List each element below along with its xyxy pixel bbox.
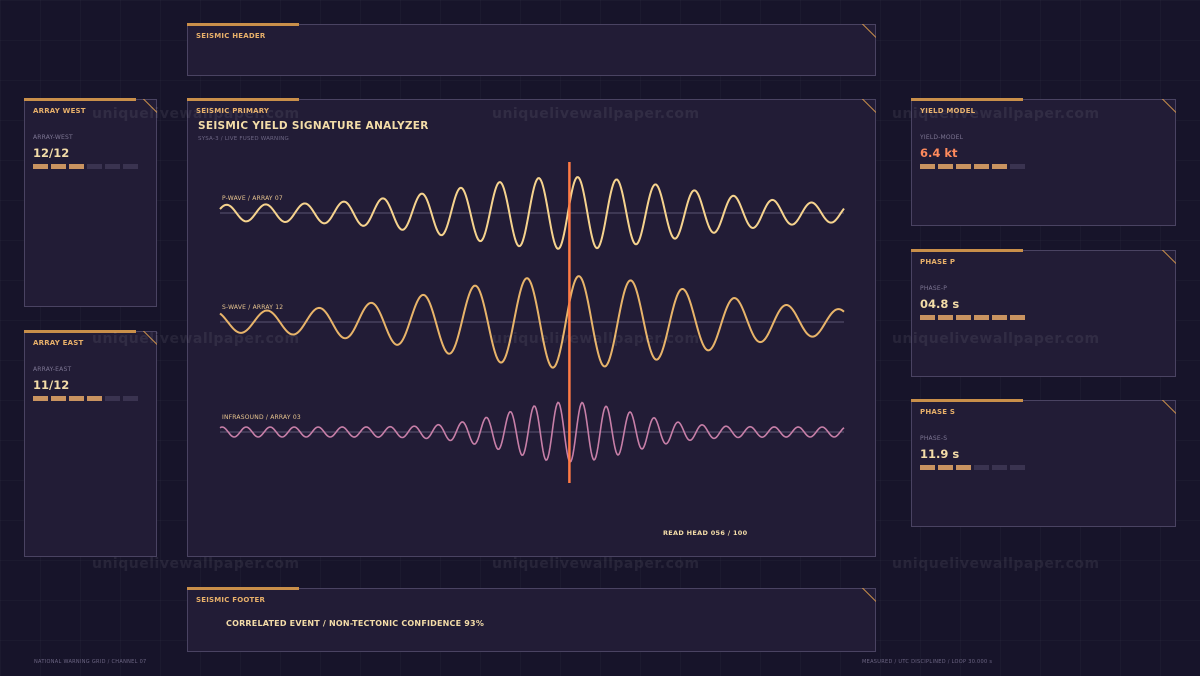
level-meter <box>33 164 138 169</box>
meter-segment <box>938 465 953 470</box>
level-meter <box>920 315 1025 320</box>
metric-label: ARRAY-EAST <box>33 366 72 373</box>
watermark: uniquelivewallpaper.com <box>492 556 700 572</box>
meter-segment <box>1010 164 1025 169</box>
meter-segment <box>123 164 138 169</box>
meter-segment <box>956 465 971 470</box>
meter-segment <box>51 164 66 169</box>
metric-label: PHASE-P <box>920 285 948 292</box>
meter-segment <box>33 396 48 401</box>
meter-segment <box>123 396 138 401</box>
meter-segment <box>920 164 935 169</box>
panel-title: PHASE S <box>920 408 956 416</box>
metric-value: 11/12 <box>33 378 70 392</box>
level-meter <box>920 465 1025 470</box>
seismic-footer-panel: SEISMIC FOOTER CORRELATED EVENT / NON-TE… <box>187 587 876 652</box>
infrasound-trace <box>219 401 845 464</box>
watermark: uniquelivewallpaper.com <box>892 556 1100 572</box>
meter-segment <box>69 164 84 169</box>
swave-trace <box>219 275 845 369</box>
level-meter <box>33 396 138 401</box>
metric-value: 12/12 <box>33 146 70 160</box>
waveform-display: P-WAVE / ARRAY 07 S-WAVE / ARRAY 12 INFR… <box>219 162 845 483</box>
phase-p-panel: PHASE P PHASE-P 04.8 s <box>911 249 1176 377</box>
corner-notch <box>862 588 876 602</box>
meter-segment <box>938 164 953 169</box>
read-head-readout: READ HEAD 056 / 100 <box>663 529 748 537</box>
metric-value: 04.8 s <box>920 297 960 311</box>
phase-s-panel: PHASE S PHASE-S 11.9 s <box>911 399 1176 527</box>
analyzer-title: SEISMIC YIELD SIGNATURE ANALYZER <box>198 120 429 132</box>
panel-title: ARRAY WEST <box>33 107 86 115</box>
meter-segment <box>1010 315 1025 320</box>
metric-value: 6.4 kt <box>920 146 958 160</box>
meter-segment <box>992 315 1007 320</box>
meter-segment <box>87 396 102 401</box>
meter-segment <box>920 465 935 470</box>
trace-label-swave: S-WAVE / ARRAY 12 <box>222 304 283 311</box>
metric-label: PHASE-S <box>920 435 948 442</box>
trace-label-pwave: P-WAVE / ARRAY 07 <box>222 195 283 202</box>
meter-segment <box>992 465 1007 470</box>
status-left: NATIONAL WARNING GRID / CHANNEL 07 <box>34 659 147 665</box>
watermark: uniquelivewallpaper.com <box>92 556 300 572</box>
array-east-panel: ARRAY EAST ARRAY-EAST 11/12 <box>24 330 157 557</box>
corner-notch <box>143 99 157 113</box>
meter-segment <box>51 396 66 401</box>
yield-model-panel: YIELD MODEL YIELD-MODEL 6.4 kt <box>911 98 1176 226</box>
metric-value: 11.9 s <box>920 447 960 461</box>
meter-segment <box>974 465 989 470</box>
meter-segment <box>87 164 102 169</box>
analyzer-subtitle: SYSA-3 / LIVE FUSED WARNING <box>198 136 289 142</box>
meter-segment <box>956 164 971 169</box>
meter-segment <box>1010 465 1025 470</box>
corner-notch <box>1162 99 1176 113</box>
panel-title: PHASE P <box>920 258 956 266</box>
meter-segment <box>105 164 120 169</box>
panel-title: SEISMIC FOOTER <box>196 596 266 604</box>
meter-segment <box>33 164 48 169</box>
corner-notch <box>1162 250 1176 264</box>
meter-segment <box>69 396 84 401</box>
meter-segment <box>956 315 971 320</box>
array-west-panel: ARRAY WEST ARRAY-WEST 12/12 <box>24 98 157 307</box>
seismic-header-panel: SEISMIC HEADER <box>187 23 876 76</box>
meter-segment <box>992 164 1007 169</box>
corner-notch <box>143 331 157 345</box>
status-right: MEASURED / UTC DISCIPLINED / LOOP 30.000… <box>862 659 993 665</box>
meter-segment <box>938 315 953 320</box>
seismic-primary-panel: SEISMIC PRIMARY SEISMIC YIELD SIGNATURE … <box>187 98 876 557</box>
meter-segment <box>105 396 120 401</box>
panel-title: SEISMIC HEADER <box>196 32 266 40</box>
metric-label: YIELD-MODEL <box>920 134 964 141</box>
event-summary: CORRELATED EVENT / NON-TECTONIC CONFIDEN… <box>226 619 485 628</box>
panel-title: ARRAY EAST <box>33 339 84 347</box>
meter-segment <box>920 315 935 320</box>
pwave-trace <box>219 176 845 250</box>
trace-label-infrasound: INFRASOUND / ARRAY 03 <box>222 414 301 421</box>
metric-label: ARRAY-WEST <box>33 134 73 141</box>
panel-title: SEISMIC PRIMARY <box>196 107 270 115</box>
level-meter <box>920 164 1025 169</box>
panel-title: YIELD MODEL <box>920 107 976 115</box>
meter-segment <box>974 315 989 320</box>
meter-segment <box>974 164 989 169</box>
corner-notch <box>862 24 876 38</box>
corner-notch <box>1162 400 1176 414</box>
